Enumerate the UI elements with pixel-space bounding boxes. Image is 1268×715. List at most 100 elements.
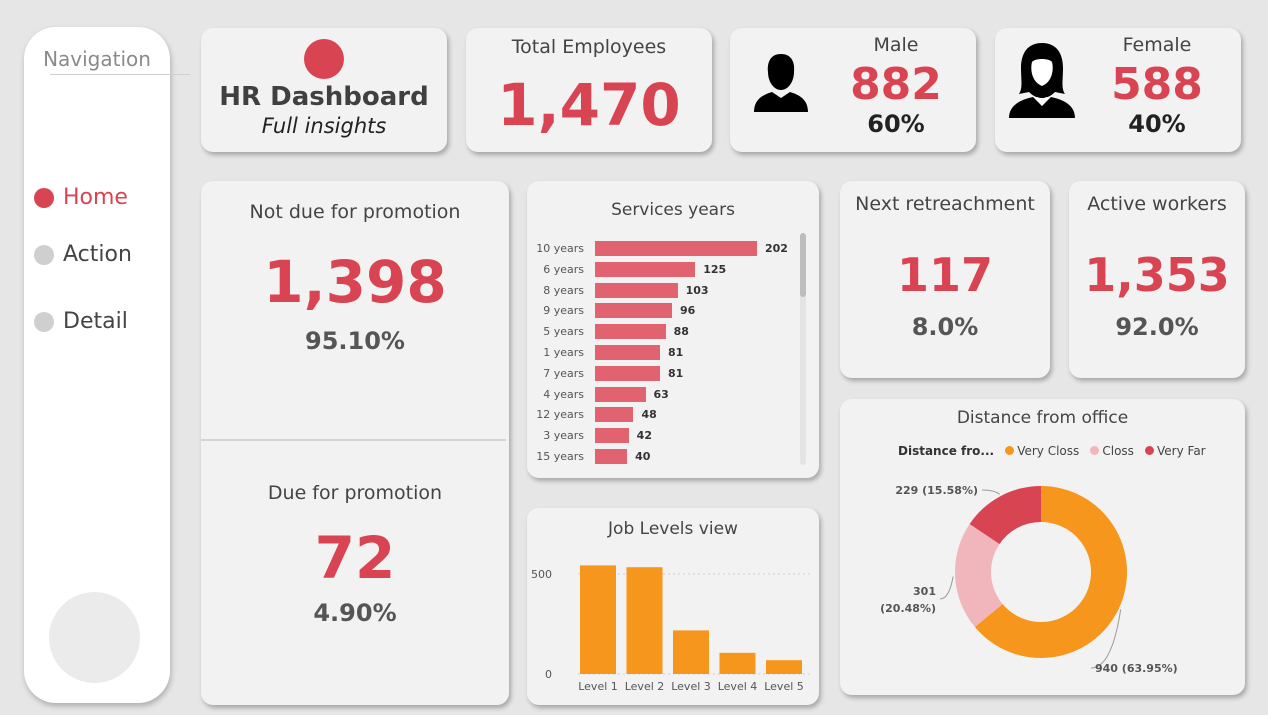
- job-level-bar[interactable]: [626, 567, 663, 674]
- active-workers-title: Active workers: [1087, 193, 1227, 215]
- job-level-label: Level 3: [671, 680, 711, 693]
- job-levels-title: Job Levels view: [608, 519, 738, 539]
- services-scrollbar-thumb[interactable]: [800, 233, 806, 297]
- service-years-value: 42: [636, 429, 652, 443]
- service-years-value: 125: [703, 262, 727, 276]
- job-levels-tick: 500: [531, 568, 552, 581]
- service-years-label: 1 years: [543, 346, 584, 359]
- service-years-bar[interactable]: [595, 386, 646, 402]
- nav-item-action[interactable]: Action: [34, 242, 132, 267]
- job-levels-tick: 0: [545, 668, 552, 681]
- legend-item-very-closs[interactable]: Very Closs: [1005, 444, 1079, 458]
- services-years-card: Services years 10 years 202 6 years 125 8 ye…: [527, 181, 819, 478]
- female-user-icon: [1009, 43, 1075, 118]
- nav-circle-button[interactable]: [49, 592, 140, 683]
- promotion-divider: [201, 439, 506, 441]
- due-title: Due for promotion: [267, 482, 443, 504]
- service-years-bar[interactable]: [595, 324, 666, 340]
- job-level-label: Level 5: [764, 680, 804, 693]
- navigation-title: Navigation: [43, 47, 151, 71]
- service-years-value: 48: [641, 408, 657, 422]
- due-value: 72: [314, 524, 396, 592]
- job-level-label: Level 2: [625, 680, 665, 693]
- donut-slice[interactable]: [969, 486, 1041, 545]
- distance-donut-chart: 940 (63.95%) 301 (20.48%) 229 (15.58%): [880, 484, 1178, 675]
- logo-dot-icon: [304, 39, 344, 79]
- service-years-bar[interactable]: [595, 407, 634, 423]
- service-years-label: 10 years: [536, 242, 584, 255]
- female-card: Female 588 40%: [995, 28, 1241, 152]
- active-workers-value: 1,353: [1084, 248, 1230, 302]
- service-years-bar[interactable]: [595, 449, 628, 464]
- job-level-bar[interactable]: [719, 652, 756, 674]
- service-years-label: 7 years: [543, 366, 584, 380]
- service-years-value: 202: [765, 242, 788, 255]
- header-card: HR Dashboard Full insights: [201, 28, 447, 152]
- services-years-chart: 10 years 202 6 years 125 8 years 103 9 years 96…: [527, 181, 819, 478]
- legend-dot-icon: [1005, 446, 1015, 455]
- navigation-panel: Navigation Home Action Detail: [24, 27, 190, 703]
- donut-value-label: 301: [913, 585, 936, 598]
- active-workers-percent: 92.0%: [1115, 313, 1199, 341]
- service-years-label: 9 years: [543, 304, 584, 318]
- service-years-label: 3 years: [543, 429, 584, 443]
- retreachment-title: Next retreachment: [855, 193, 1035, 215]
- service-years-value: 96: [679, 304, 696, 318]
- not-due-title: Not due for promotion: [249, 201, 461, 223]
- donut-leader-line: [939, 576, 954, 600]
- job-level-bar[interactable]: [766, 660, 802, 674]
- service-years-label: 8 years: [543, 283, 584, 297]
- page-subtitle: Full insights: [261, 114, 387, 138]
- legend-dot-icon: [1145, 446, 1155, 455]
- service-years-bar[interactable]: [595, 365, 660, 381]
- nav-item-label: Detail: [63, 309, 128, 334]
- service-years-value: 88: [673, 325, 689, 339]
- service-years-value: 81: [667, 366, 684, 380]
- total-employees-value: 1,470: [497, 71, 681, 139]
- nav-dot-icon: [34, 187, 54, 208]
- nav-item-home[interactable]: Home: [34, 185, 128, 210]
- donut-value-label: (20.48%): [880, 602, 936, 615]
- due-percent: 4.90%: [313, 599, 397, 627]
- distance-title: Distance from office: [956, 408, 1129, 428]
- distance-legend: Distance fro... Very Closs Closs Very Fa…: [898, 440, 1206, 459]
- job-levels-chart: 0 500 Level 1 Level 2 Level 3 Level 4 Level 5: [531, 565, 811, 693]
- service-years-value: 40: [635, 450, 651, 463]
- services-scroll-track[interactable]: [800, 233, 806, 465]
- service-years-bar[interactable]: [595, 282, 678, 298]
- navigation-divider: [50, 74, 190, 75]
- donut-slice[interactable]: [955, 524, 1003, 628]
- female-title: Female: [1122, 34, 1192, 56]
- nav-dot-icon: [34, 311, 54, 332]
- job-level-label: Level 4: [718, 680, 758, 693]
- service-years-bar[interactable]: [595, 428, 629, 444]
- nav-item-label: Action: [63, 242, 132, 267]
- service-years-bar[interactable]: [595, 345, 660, 360]
- service-years-value: 103: [685, 283, 709, 297]
- legend-item-closs[interactable]: Closs: [1090, 444, 1134, 458]
- legend-title: Distance fro...: [898, 444, 995, 458]
- male-title: Male: [873, 34, 919, 56]
- nav-item-label: Home: [63, 185, 128, 210]
- service-years-label: 15 years: [536, 450, 584, 463]
- page-title: HR Dashboard: [219, 82, 429, 112]
- job-level-bar[interactable]: [673, 630, 709, 674]
- retreachment-value: 117: [896, 248, 994, 302]
- service-years-value: 81: [667, 346, 684, 359]
- services-years-title: Services years: [611, 200, 735, 220]
- female-percent: 40%: [1128, 110, 1186, 138]
- job-level-bar[interactable]: [580, 565, 616, 674]
- service-years-label: 5 years: [543, 325, 584, 339]
- service-years-value: 63: [653, 387, 669, 401]
- nav-item-detail[interactable]: Detail: [34, 309, 128, 334]
- service-years-label: 4 years: [543, 387, 584, 401]
- nav-dot-icon: [34, 244, 54, 265]
- male-user-icon: [754, 54, 808, 112]
- service-years-bar[interactable]: [595, 241, 757, 256]
- service-years-bar[interactable]: [595, 261, 696, 277]
- legend-dot-icon: [1090, 446, 1100, 455]
- donut-slice[interactable]: [974, 486, 1127, 658]
- male-count: 882: [850, 59, 942, 110]
- legend-item-very-far[interactable]: Very Far: [1145, 444, 1206, 458]
- service-years-bar[interactable]: [595, 303, 672, 319]
